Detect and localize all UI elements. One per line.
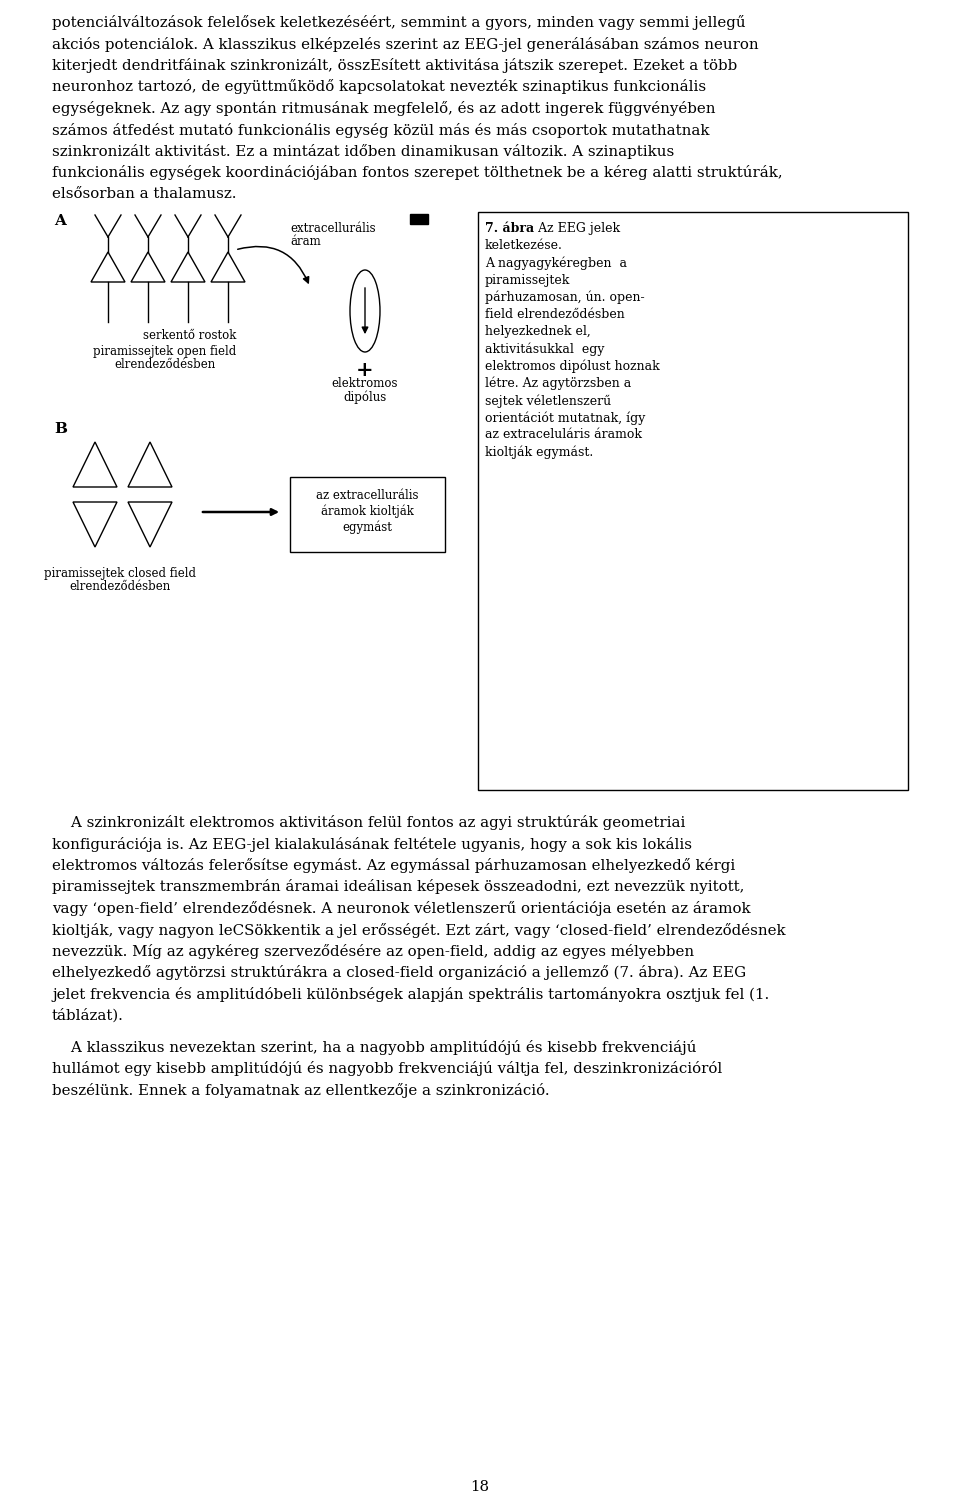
Text: elhelyezkedő agytörzsi struktúrákra a closed-field organizáció a jellemző (7. áb: elhelyezkedő agytörzsi struktúrákra a cl… — [52, 966, 746, 981]
Text: áram: áram — [290, 235, 321, 247]
Text: elektromos dipólust hoznak: elektromos dipólust hoznak — [485, 359, 660, 373]
Text: számos átfedést mutató funkcionális egység közül más és más csoportok mutathatna: számos átfedést mutató funkcionális egys… — [52, 122, 709, 137]
Text: potenciálváltozások felelősek keletkezéséért, semmint a gyors, minden vagy semmi: potenciálváltozások felelősek keletkezés… — [52, 15, 746, 30]
Text: 18: 18 — [470, 1480, 490, 1494]
Text: egymást: egymást — [343, 521, 393, 534]
Text: dipólus: dipólus — [344, 389, 387, 403]
Bar — [290, 477, 445, 552]
Text: kioltják egymást.: kioltják egymást. — [485, 445, 593, 459]
Text: aktivitásukkal  egy: aktivitásukkal egy — [485, 343, 605, 356]
Text: neuronhoz tartozó, de együttműködő kapcsolatokat nevezték szinaptikus funkcionál: neuronhoz tartozó, de együttműködő kapcs… — [52, 80, 707, 95]
Text: hullámot egy kisebb amplitúdójú és nagyobb frekvenciájú váltja fel, deszinkroni: hullámot egy kisebb amplitúdójú és nagy… — [52, 1061, 722, 1076]
Bar — [478, 211, 908, 791]
Text: vagy ‘open-field’ elrendeződésnek. A neuronok véletlenszerű orientációja esetén : vagy ‘open-field’ elrendeződésnek. A neu… — [52, 901, 751, 916]
Text: elektromos: elektromos — [332, 377, 398, 389]
Text: keletkezése.: keletkezése. — [485, 240, 563, 252]
Text: kioltják, vagy nagyon leCSökkentik a jel erősségét. Ezt zárt, vagy ‘closed-field: kioltják, vagy nagyon leCSökkentik a jel… — [52, 922, 785, 937]
Text: piramissejtek transzmembrán áramai ideálisan képesek összeadodni, ezt nevezzük n: piramissejtek transzmembrán áramai ideál… — [52, 880, 744, 895]
Text: akciós potenciálok. A klasszikus elképzelés szerint az EEG-jel generálásában szá: akciós potenciálok. A klasszikus elképze… — [52, 36, 758, 51]
Text: elsősorban a thalamusz.: elsősorban a thalamusz. — [52, 187, 236, 201]
Text: piramissejtek closed field: piramissejtek closed field — [44, 567, 196, 579]
Text: elektromos változás felerősítse egymást. Az egymással párhuzamosan elhelyezkedő : elektromos változás felerősítse egymást.… — [52, 859, 735, 874]
Bar — [410, 214, 428, 223]
Text: beszélünk. Ennek a folyamatnak az ellentkezője a szinkronizáció.: beszélünk. Ennek a folyamatnak az ellent… — [52, 1083, 550, 1099]
Text: : Az EEG jelek: : Az EEG jelek — [530, 222, 620, 235]
Text: piramissejtek open field: piramissejtek open field — [93, 346, 236, 358]
Text: szinkronizált aktivitást. Ez a mintázat időben dinamikusan változik. A szinaptik: szinkronizált aktivitást. Ez a mintázat … — [52, 143, 674, 158]
Text: egységeknek. Az agy spontán ritmusának megfelelő, és az adott ingerek függvényéb: egységeknek. Az agy spontán ritmusának m… — [52, 101, 715, 116]
Text: elrendeződésben: elrendeződésben — [114, 358, 216, 371]
Text: az extraceluláris áramok: az extraceluláris áramok — [485, 429, 642, 442]
Text: konfigurációja is. Az EEG-jel kialakulásának feltétele ugyanis, hogy a sok kis l: konfigurációja is. Az EEG-jel kialakulás… — [52, 836, 692, 851]
Text: helyezkednek el,: helyezkednek el, — [485, 326, 590, 338]
Text: field elrendeződésben: field elrendeződésben — [485, 308, 625, 321]
Text: funkcionális egységek koordinációjában fontos szerepet tölthetnek be a kéreg ala: funkcionális egységek koordinációjában f… — [52, 166, 782, 181]
Text: A szinkronizált elektromos aktivitáson felül fontos az agyi struktúrák geometria: A szinkronizált elektromos aktivitáson f… — [52, 815, 685, 830]
Text: 7. ábra: 7. ábra — [485, 222, 534, 235]
Text: sejtek véletlenszerű: sejtek véletlenszerű — [485, 394, 612, 407]
Text: kiterjedt dendritfáinak szinkronizált, összEsített aktivitása játszik szerepet. : kiterjedt dendritfáinak szinkronizált, ö… — [52, 57, 737, 72]
Text: elrendeződésben: elrendeződésben — [69, 579, 171, 593]
Text: áramok kioltják: áramok kioltják — [321, 506, 414, 519]
Text: B: B — [54, 423, 67, 436]
Text: piramissejtek: piramissejtek — [485, 273, 570, 287]
Text: jelet frekvencia és amplitúdóbeli különbségek alapján spektrális tartományokra : jelet frekvencia és amplitúdóbeli külön… — [52, 987, 769, 1002]
Text: +: + — [356, 361, 373, 380]
Text: az extracellurális: az extracellurális — [316, 489, 419, 502]
Text: orientációt mutatnak, így: orientációt mutatnak, így — [485, 410, 645, 424]
Text: extracellurális: extracellurális — [290, 222, 375, 235]
Text: serkentő rostok: serkentő rostok — [143, 329, 237, 343]
Text: A nagyagykéregben  a: A nagyagykéregben a — [485, 257, 627, 270]
Text: nevezzük. Míg az agykéreg szerveződésére az open-field, addig az egyes mélyebben: nevezzük. Míg az agykéreg szerveződésére… — [52, 945, 694, 960]
Text: A: A — [54, 214, 66, 228]
Text: létre. Az agytörzsben a: létre. Az agytörzsben a — [485, 377, 632, 391]
Text: párhuzamosan, ún. open-: párhuzamosan, ún. open- — [485, 291, 644, 305]
Text: A klasszikus nevezektan szerint, ha a nagyobb amplitúdójú és kisebb frekvenciáj: A klasszikus nevezektan szerint, ha a na… — [52, 1040, 697, 1055]
Text: táblázat).: táblázat). — [52, 1008, 124, 1023]
